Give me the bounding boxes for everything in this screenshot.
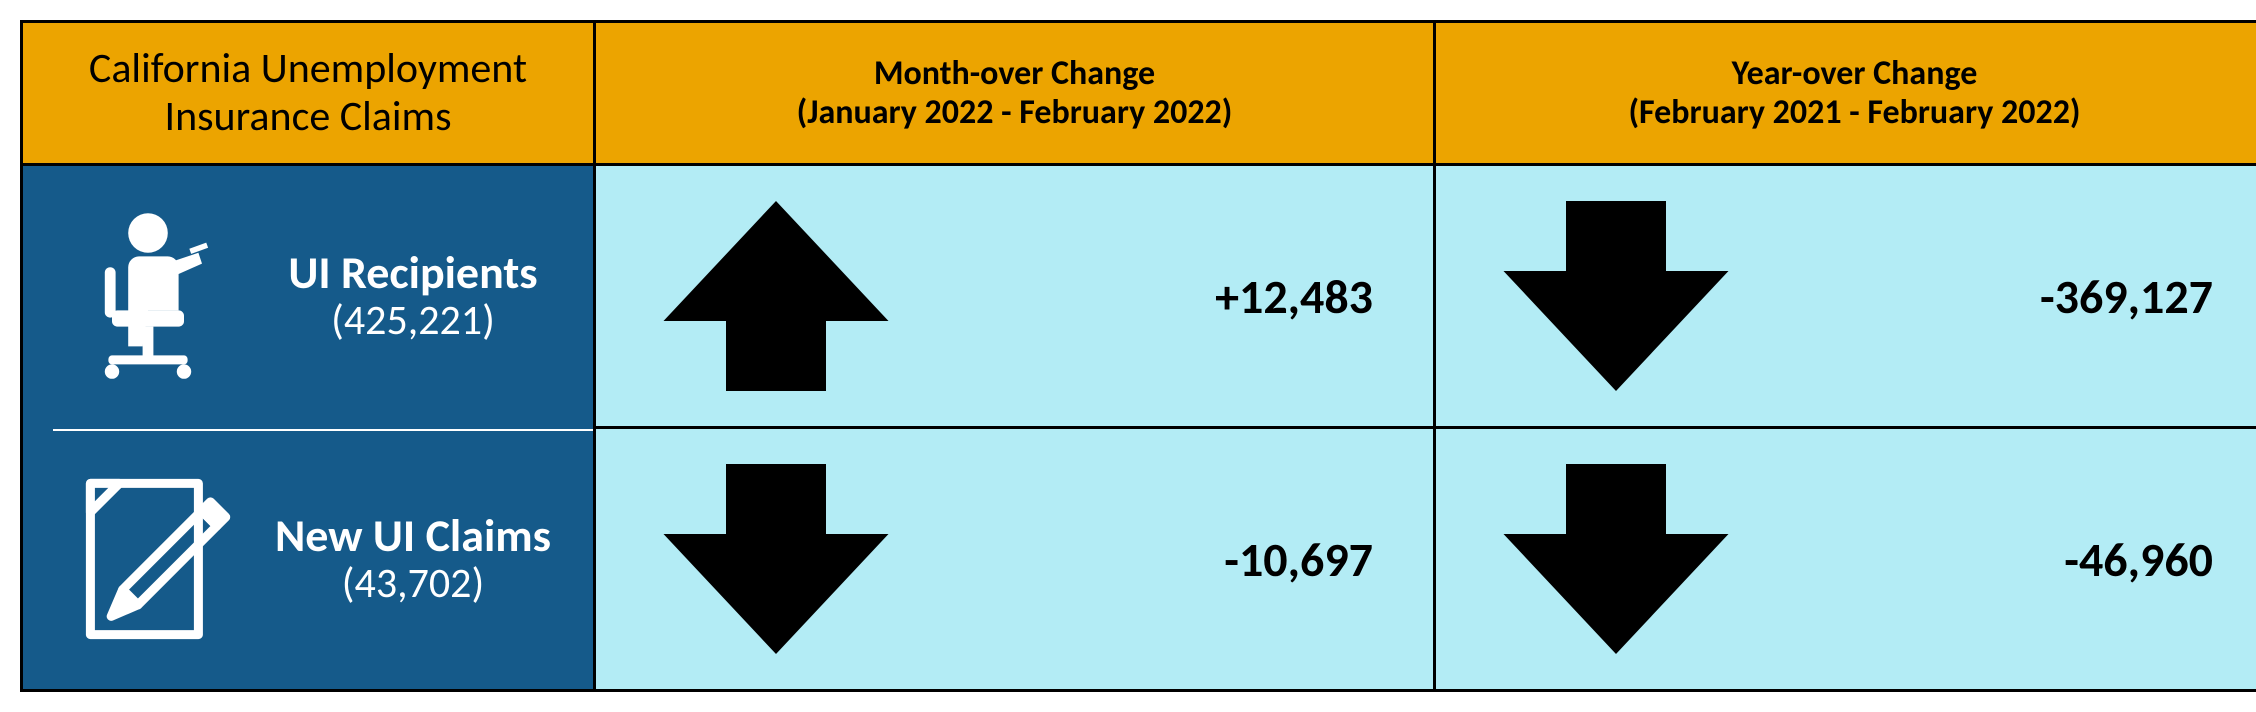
table-title-line1: California Unemployment: [89, 45, 527, 93]
col-header-year-line2: (February 2021 - February 2022): [1628, 93, 2080, 132]
row-divider: [53, 429, 593, 431]
value-recipients-month: +12,483: [956, 267, 1373, 326]
table-title-line2: Insurance Claims: [164, 93, 451, 141]
value-claims-year: -46,960: [1796, 530, 2213, 589]
value-recipients-year: -369,127: [1796, 267, 2213, 326]
arrow-down-icon: [1476, 191, 1756, 401]
row-label-recipients: UI Recipients (425,221): [23, 166, 593, 429]
row-value-claims: (43,702): [263, 561, 563, 607]
arrow-up-icon: [636, 191, 916, 401]
row-title-claims: New UI Claims: [263, 511, 563, 562]
value-claims-month: -10,697: [956, 530, 1373, 589]
row-title-recipients: UI Recipients: [263, 248, 563, 299]
table-title-cell: California Unemployment Insurance Claims: [23, 23, 593, 163]
col-header-year: Year-over Change (February 2021 - Februa…: [1436, 23, 2256, 163]
cell-claims-year: -46,960: [1436, 429, 2256, 689]
row-value-recipients: (425,221): [263, 298, 563, 344]
cell-recipients-month: +12,483: [596, 166, 1433, 426]
cell-recipients-year: -369,127: [1436, 166, 2256, 426]
person-chair-icon: [53, 201, 243, 391]
col-header-month: Month-over Change (January 2022 - Februa…: [596, 23, 1433, 163]
cell-claims-month: -10,697: [596, 429, 1433, 689]
data-row-divider: [1436, 427, 2256, 428]
row-label-claims: New UI Claims (43,702): [23, 429, 593, 689]
col-header-year-line1: Year-over Change: [1732, 54, 1978, 93]
arrow-down-icon: [636, 454, 916, 664]
ui-claims-table: California Unemployment Insurance Claims…: [20, 20, 2256, 692]
data-row-divider: [596, 427, 1433, 428]
arrow-down-icon: [1476, 454, 1756, 664]
col-header-month-line1: Month-over Change: [874, 54, 1155, 93]
col-header-month-line2: (January 2022 - February 2022): [797, 93, 1233, 132]
paper-pencil-icon: [53, 464, 243, 654]
